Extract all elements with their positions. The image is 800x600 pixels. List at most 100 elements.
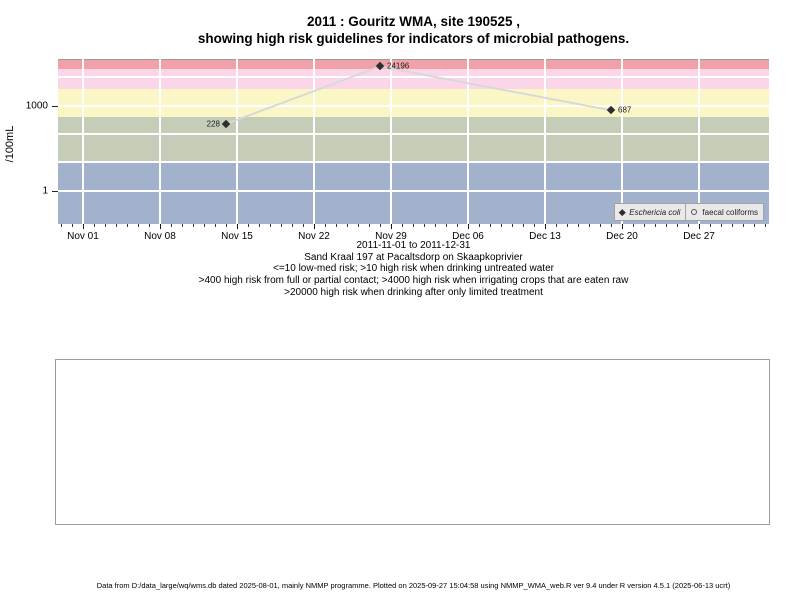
x-major-tickmark (82, 224, 84, 229)
horizontal-gridline (58, 189, 769, 192)
x-minor-tickmark (346, 224, 348, 227)
x-minor-tickmark (534, 224, 536, 227)
x-minor-tickmark (732, 224, 734, 227)
filled-diamond-icon (618, 208, 626, 216)
x-major-tickmark (699, 224, 701, 229)
x-minor-tickmark (633, 224, 635, 227)
x-ticklabel: Nov 29 (375, 231, 407, 242)
x-minor-tickmark (479, 224, 480, 227)
x-minor-tickmark (357, 224, 359, 227)
x-major-tickmark (159, 224, 161, 229)
x-minor-tickmark (93, 224, 95, 227)
x-ticklabel: Dec 20 (606, 231, 638, 242)
vertical-gridline (544, 59, 547, 224)
x-minor-tickmark (424, 224, 425, 227)
x-minor-tickmark (589, 224, 591, 227)
open-circle-icon (691, 209, 698, 215)
x-ticklabel: Dec 06 (452, 231, 484, 242)
x-minor-tickmark (413, 224, 414, 227)
x-minor-tickmark (644, 224, 646, 227)
empty-panel (55, 359, 770, 525)
y-ticklabel: 1 (42, 185, 48, 197)
x-minor-tickmark (710, 224, 712, 227)
x-major-tickmark (468, 224, 469, 229)
y-axis-ticklabels: 1000 1 (0, 59, 48, 224)
vertical-gridline (698, 59, 701, 224)
x-minor-tickmark (567, 224, 569, 227)
x-minor-tickmark (335, 224, 337, 227)
chart-title-line2: showing high risk guidelines for indicat… (197, 31, 630, 46)
x-ticklabel: Nov 08 (144, 231, 176, 242)
vertical-gridline (312, 59, 315, 224)
vertical-gridline (621, 59, 624, 224)
chart-title: 2011 : Gouritz WMA, site 190525 , showin… (58, 13, 769, 47)
x-ticklabel: Nov 01 (67, 231, 99, 242)
x-minor-tickmark (457, 224, 458, 227)
horizontal-gridline (58, 133, 769, 136)
footer-note: Data from D:/data_large/wq/wms.db dated … (96, 581, 731, 590)
x-minor-tickmark (225, 224, 227, 227)
horizontal-gridline (58, 76, 769, 79)
x-minor-tickmark (258, 224, 260, 227)
x-minor-tickmark (754, 224, 756, 227)
x-minor-tickmark (247, 224, 249, 227)
plot-top-border (58, 59, 769, 60)
vertical-gridline (390, 59, 392, 224)
x-ticklabel: Nov 15 (221, 231, 253, 242)
x-minor-tickmark (501, 224, 502, 227)
x-minor-tickmark (280, 224, 282, 227)
x-ticklabel: Dec 13 (529, 231, 561, 242)
x-minor-tickmark (137, 224, 139, 227)
band-high-risk-limited-treatment (58, 59, 769, 69)
x-major-tickmark (391, 224, 392, 229)
data-point-label: 228 (206, 119, 220, 129)
x-minor-tickmark (181, 224, 183, 227)
plot-area: 228 24196 687 Eschericia coli faecal colifor… (58, 59, 769, 224)
chart-title-line1: 2011 : Gouritz WMA, site 190525 , (306, 14, 521, 29)
legend: Eschericia coli faecal coliforms (613, 203, 764, 221)
caption-guideline-3: >20000 high risk when drinking after onl… (284, 286, 543, 298)
band-high-risk-irrigation (58, 68, 769, 89)
series-line (225, 65, 612, 125)
x-minor-tickmark (380, 224, 381, 227)
x-minor-tickmark (743, 224, 745, 227)
horizontal-gridline (58, 161, 769, 164)
x-axis: Nov 01 Nov 08 Nov 15 Nov 22 Nov 29 Dec 06 Dec … (58, 224, 769, 244)
x-minor-tickmark (655, 224, 657, 227)
x-minor-tickmark (291, 224, 293, 227)
x-minor-tickmark (435, 224, 436, 227)
x-minor-tickmark (170, 224, 172, 227)
x-minor-tickmark (688, 224, 690, 227)
x-minor-tickmark (71, 224, 73, 227)
x-minor-tickmark (104, 224, 106, 227)
x-minor-tickmark (115, 224, 117, 227)
caption-date-range: 2011-11-01 to 2011-12-31 (356, 240, 471, 251)
x-minor-tickmark (269, 224, 271, 227)
chart-captions: 2011-11-01 to 2011-12-31 Sand Kraal 197 … (58, 240, 769, 299)
caption-guideline-2: >400 high risk from full or partial cont… (198, 275, 629, 287)
x-major-tickmark (622, 224, 624, 229)
y-axis-tickmarks (52, 59, 58, 224)
x-minor-tickmark (721, 224, 723, 227)
caption-guideline-1: <=10 low-med risk; >10 high risk when dr… (273, 263, 554, 275)
x-major-tickmark (545, 224, 547, 229)
vertical-gridline (235, 59, 238, 224)
x-minor-tickmark (369, 224, 370, 227)
x-minor-tickmark (490, 224, 491, 227)
x-minor-tickmark (214, 224, 216, 227)
caption-site-description: Sand Kraal 197 at Pacaltsdorp on Skaapko… (304, 251, 523, 263)
x-minor-tickmark (556, 224, 558, 227)
legend-entry: faecal coliforms (685, 203, 764, 221)
x-minor-tickmark (402, 224, 403, 227)
x-minor-tickmark (203, 224, 205, 227)
x-minor-tickmark (148, 224, 150, 227)
x-minor-tickmark (302, 224, 304, 227)
x-minor-tickmark (512, 224, 513, 227)
x-minor-tickmark (578, 224, 580, 227)
x-major-tickmark (313, 224, 315, 229)
x-ticklabel: Nov 22 (298, 231, 330, 242)
band-high-risk-contact (58, 88, 769, 117)
x-minor-tickmark (523, 224, 525, 227)
legend-label: faecal coliforms (702, 207, 758, 217)
